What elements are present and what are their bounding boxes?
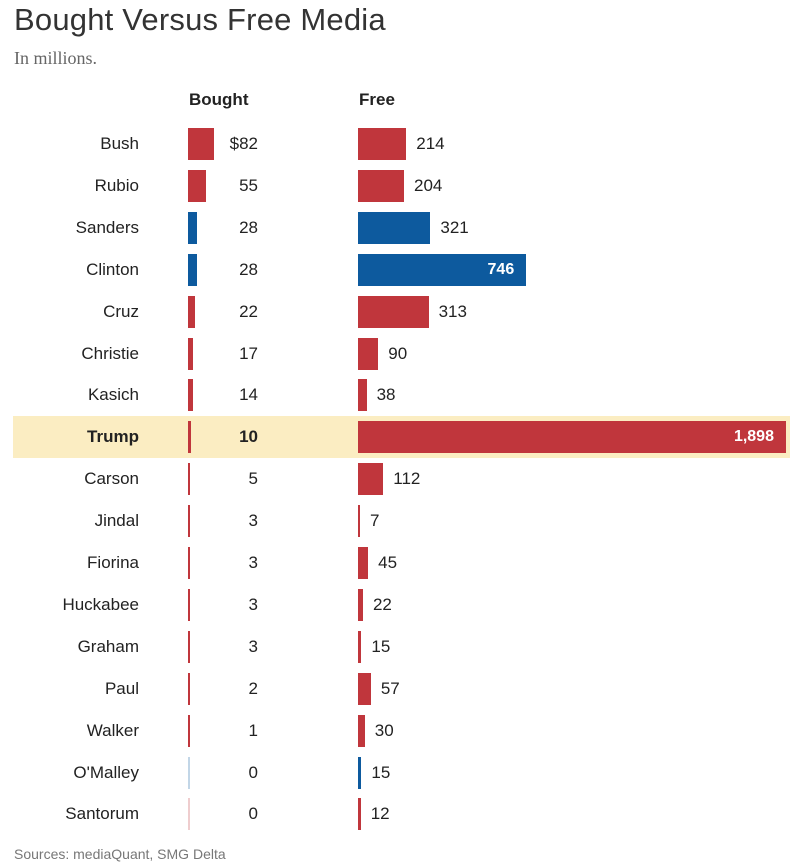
candidate-name-rubio: Rubio [94,175,139,195]
bought-bar-omalley [188,756,190,789]
bought-value-graham: 3 [248,636,258,656]
bought-bar-graham [188,630,190,663]
free-bar-fiorina [358,547,369,579]
free-column-header: Free [359,90,395,109]
free-bar-cruz [358,295,429,328]
free-value-sanders: 321 [440,217,469,237]
candidate-name-clinton: Clinton [86,259,139,279]
free-bar-sanders [358,211,431,244]
free-value-kasich: 38 [376,385,396,405]
free-bar-trump [358,421,786,454]
free-value-clinton: 746 [487,260,515,278]
bought-bar-bush [188,128,215,160]
free-value-jindal: 7 [370,511,380,531]
bought-value-omalley: 0 [248,762,258,782]
free-bar-paul [358,672,371,705]
bought-value-bush: $82 [229,134,258,153]
free-value-omalley: 15 [371,762,391,782]
free-bar-clinton [358,253,527,286]
bought-value-christie: 17 [239,343,258,363]
free-value-christie: 90 [388,343,408,363]
bought-bar-sanders [188,211,198,244]
candidate-name-paul: Paul [104,678,139,698]
bought-bar-clinton [188,253,198,286]
free-bar-jindal [358,505,360,538]
candidate-name-carson: Carson [84,469,139,489]
free-bar-bush [358,128,407,160]
free-value-bush: 214 [416,134,445,153]
free-bar-walker [358,714,365,747]
bought-column-header: Bought [189,90,249,109]
bought-bar-paul [188,672,190,705]
free-value-cruz: 313 [438,301,467,321]
free-value-walker: 30 [374,720,394,740]
candidate-name-sanders: Sanders [75,217,139,237]
candidate-name-omalley: O'Malley [73,762,139,782]
bought-value-huckabee: 3 [248,594,258,614]
bought-value-kasich: 14 [239,385,258,405]
free-bar-graham [358,630,362,663]
free-bar-huckabee [358,588,363,621]
candidate-name-graham: Graham [77,636,139,656]
bought-value-santorum: 0 [248,804,258,824]
bought-bar-carson [188,463,190,496]
candidate-name-walker: Walker [86,720,139,740]
candidate-name-cruz: Cruz [103,301,139,321]
free-bar-rubio [358,169,404,202]
candidate-name-santorum: Santorum [65,804,139,824]
free-value-rubio: 204 [414,175,443,195]
free-bar-christie [358,337,379,370]
bought-value-sanders: 28 [239,217,258,237]
bought-value-walker: 1 [248,720,258,740]
bought-bar-cruz [188,295,196,328]
source-note: Sources: mediaQuant, SMG Delta [14,846,226,862]
candidate-name-kasich: Kasich [87,385,139,405]
bought-bar-kasich [188,379,193,412]
chart-subtitle: In millions. [14,48,98,68]
bought-value-clinton: 28 [239,259,258,279]
free-value-fiorina: 45 [378,553,398,572]
bought-bar-santorum [188,798,190,831]
bought-bar-huckabee [188,588,190,621]
candidate-name-jindal: Jindal [94,511,139,531]
bought-bar-trump [188,421,192,454]
bought-value-trump: 10 [239,427,258,447]
bought-bar-fiorina [188,547,190,579]
free-value-carson: 112 [393,469,421,489]
candidate-name-bush: Bush [100,134,139,153]
free-value-graham: 15 [371,636,391,656]
bought-bar-rubio [188,169,206,202]
bought-value-jindal: 3 [248,511,258,531]
candidate-name-trump: Trump [87,427,139,447]
candidate-name-huckabee: Huckabee [62,594,139,614]
chart-title: Bought Versus Free Media [14,2,386,37]
free-bar-kasich [358,379,367,412]
bought-value-carson: 5 [248,469,258,489]
free-bar-carson [358,463,384,496]
bought-bar-walker [188,714,190,747]
free-bar-santorum [358,798,361,831]
bought-value-paul: 2 [248,678,258,698]
bought-value-cruz: 22 [239,301,258,321]
candidate-name-fiorina: Fiorina [87,553,139,572]
bought-value-fiorina: 3 [248,553,258,572]
free-value-paul: 57 [380,678,400,698]
bought-value-rubio: 55 [239,175,258,195]
bought-bar-jindal [188,505,190,538]
bought-bar-christie [188,337,194,370]
free-value-santorum: 12 [370,804,390,824]
candidate-name-christie: Christie [81,343,139,363]
free-bar-omalley [358,756,362,789]
free-value-huckabee: 22 [372,594,392,614]
free-value-trump: 1,898 [733,428,774,446]
